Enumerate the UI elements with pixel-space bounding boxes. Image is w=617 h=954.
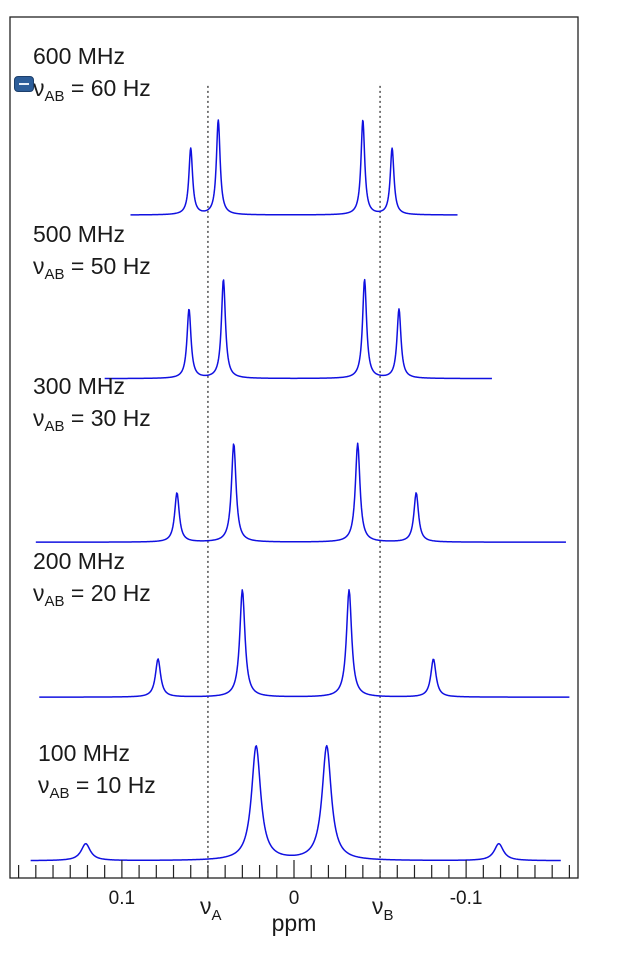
x-axis-title: ppm [272,910,317,936]
nu-symbol: ν [372,893,384,919]
nu-subscript: AB [45,418,65,435]
collapse-button[interactable] [14,76,34,92]
spectrum-line-4 [39,589,570,698]
series-label-coupling: νAB = 10 Hz [38,772,156,802]
series-label-coupling: νAB = 20 Hz [33,580,151,610]
nu-symbol: ν [33,405,45,431]
series-label-coupling: νAB = 50 Hz [33,253,151,283]
coupling-value: = 10 Hz [70,772,156,798]
reference-subscript: B [384,907,394,924]
coupling-value: = 50 Hz [65,253,151,279]
series-label-field: 100 MHz [38,740,130,766]
nu-subscript: AB [45,593,65,610]
nu-symbol: ν [38,772,50,798]
series-label-coupling: νAB = 60 Hz [33,75,151,105]
nu-subscript: AB [45,266,65,283]
reference-subscript: A [211,907,221,924]
nu-symbol: ν [33,253,45,279]
tick-label: 0.1 [109,888,135,909]
spectrum-line-2 [104,278,493,380]
coupling-value: = 20 Hz [65,580,151,606]
reference-label-a: νA [200,893,222,924]
spectra-group [30,119,570,862]
series-label-field: 300 MHz [33,373,125,399]
series-label-field: 200 MHz [33,548,125,574]
tick-label: 0 [289,888,300,909]
nu-subscript: AB [45,88,65,105]
nu-symbol: ν [33,580,45,606]
series-label-coupling: νAB = 30 Hz [33,405,151,435]
tick-label: -0.1 [450,888,483,909]
coupling-value: = 30 Hz [65,405,151,431]
reference-lines [207,85,381,878]
series-label-field: 600 MHz [33,43,125,69]
reference-label-b: νB [372,893,394,924]
nu-symbol: ν [200,893,212,919]
series-label-field: 500 MHz [33,221,125,247]
nu-subscript: AB [50,785,70,802]
spectrum-line-5 [30,744,561,862]
nu-symbol: ν [33,75,45,101]
spectrum-line-3 [35,442,566,543]
coupling-value: = 60 Hz [65,75,151,101]
spectrum-line-1 [130,119,458,216]
